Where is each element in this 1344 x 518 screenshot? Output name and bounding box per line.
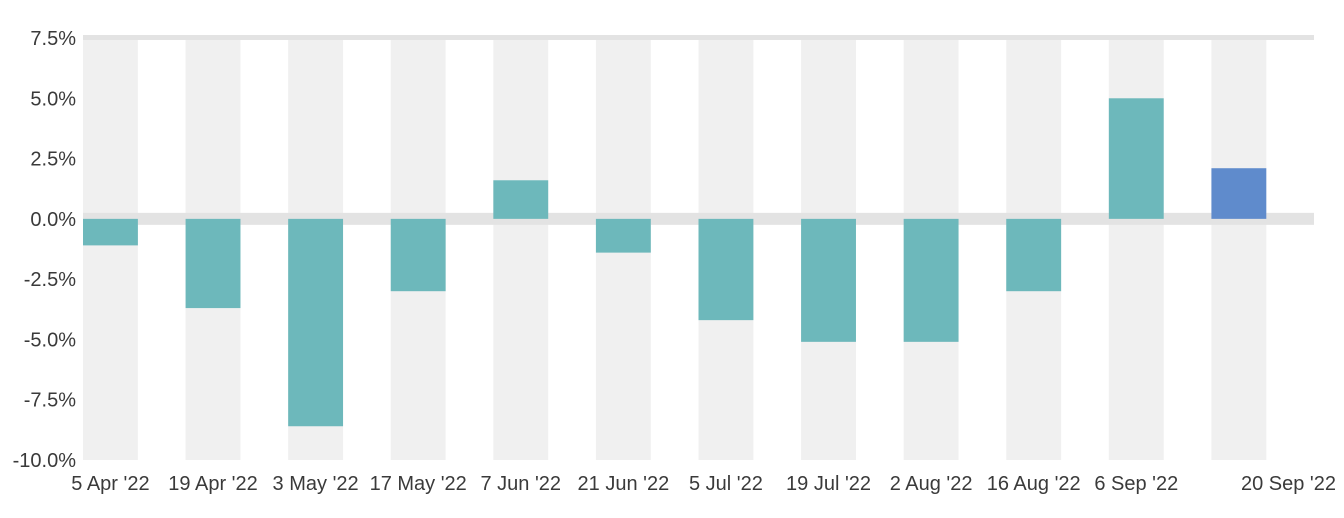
x-tick-label: 20 Sep '22 — [1241, 473, 1336, 495]
bar[interactable] — [1211, 168, 1267, 219]
x-axis: 5 Apr '22 19 Apr '22 3 May '22 17 May '22 7 … — [71, 473, 1336, 495]
y-tick-label: -10.0% — [13, 450, 77, 472]
x-tick-label: 21 Jun '22 — [578, 473, 670, 495]
x-tick-label: 19 Apr '22 — [168, 473, 257, 495]
x-tick-label: 6 Sep '22 — [1094, 473, 1178, 495]
bar[interactable] — [83, 218, 138, 246]
x-tick-label: 17 May '22 — [370, 473, 467, 495]
column-band — [1211, 38, 1267, 460]
y-tick-label: -7.5% — [24, 390, 76, 412]
bar[interactable] — [185, 218, 241, 309]
y-tick-label: 7.5% — [30, 28, 76, 50]
y-tick-label: 2.5% — [30, 149, 76, 171]
y-tick-label: -5.0% — [24, 329, 76, 351]
y-axis: 7.5% 5.0% 2.5% 0.0% -2.5% -5.0% -7.5% -10.0% — [13, 28, 77, 472]
column-bands — [83, 38, 1267, 460]
x-tick-label: 5 Apr '22 — [71, 473, 149, 495]
y-tick-label: 0.0% — [30, 209, 76, 231]
x-tick-label: 2 Aug '22 — [890, 473, 973, 495]
bar[interactable] — [801, 218, 856, 342]
x-tick-label: 7 Jun '22 — [481, 473, 562, 495]
column-band — [493, 38, 549, 460]
bar[interactable] — [390, 218, 446, 292]
y-tick-label: -2.5% — [24, 269, 76, 291]
bar[interactable] — [1108, 98, 1164, 219]
top-gridline — [83, 35, 1314, 40]
bar[interactable] — [595, 218, 651, 253]
bar[interactable] — [493, 180, 549, 219]
bar[interactable] — [698, 218, 754, 321]
bar[interactable] — [1006, 218, 1062, 292]
x-tick-label: 3 May '22 — [273, 473, 359, 495]
bars — [83, 98, 1267, 427]
column-band — [83, 38, 138, 460]
bar[interactable] — [288, 218, 344, 427]
bar[interactable] — [903, 218, 959, 342]
x-tick-label: 16 Aug '22 — [987, 473, 1081, 495]
x-tick-label: 19 Jul '22 — [786, 473, 871, 495]
y-tick-label: 5.0% — [30, 88, 76, 110]
x-tick-label: 5 Jul '22 — [689, 473, 763, 495]
